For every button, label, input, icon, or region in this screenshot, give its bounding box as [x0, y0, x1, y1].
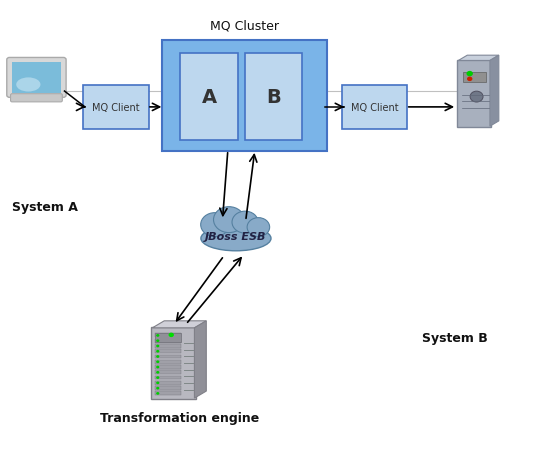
Text: A: A: [202, 88, 217, 107]
FancyBboxPatch shape: [155, 344, 181, 348]
FancyBboxPatch shape: [83, 86, 149, 129]
FancyBboxPatch shape: [155, 386, 181, 390]
FancyBboxPatch shape: [155, 392, 181, 395]
FancyBboxPatch shape: [463, 73, 486, 83]
FancyBboxPatch shape: [155, 339, 181, 343]
Circle shape: [467, 72, 473, 77]
FancyBboxPatch shape: [155, 376, 181, 379]
Circle shape: [156, 382, 159, 384]
Circle shape: [156, 361, 159, 364]
Circle shape: [156, 334, 159, 337]
FancyBboxPatch shape: [155, 360, 181, 364]
FancyBboxPatch shape: [155, 365, 181, 369]
Text: JBoss ESB: JBoss ESB: [205, 231, 267, 241]
FancyBboxPatch shape: [180, 54, 237, 141]
Circle shape: [156, 392, 159, 395]
FancyBboxPatch shape: [155, 381, 181, 385]
Circle shape: [156, 366, 159, 369]
FancyBboxPatch shape: [155, 355, 181, 359]
Circle shape: [232, 212, 258, 233]
Circle shape: [156, 355, 159, 358]
FancyBboxPatch shape: [155, 349, 181, 354]
Circle shape: [156, 339, 159, 342]
FancyBboxPatch shape: [155, 370, 181, 374]
Circle shape: [156, 371, 159, 374]
Polygon shape: [152, 321, 207, 328]
Polygon shape: [490, 56, 499, 127]
FancyBboxPatch shape: [10, 95, 62, 103]
Circle shape: [214, 207, 244, 233]
FancyBboxPatch shape: [151, 327, 196, 399]
Circle shape: [201, 213, 229, 237]
FancyBboxPatch shape: [12, 63, 61, 94]
Polygon shape: [459, 56, 499, 61]
Circle shape: [169, 333, 174, 338]
Text: MQ Client: MQ Client: [92, 103, 140, 113]
Circle shape: [156, 376, 159, 379]
FancyBboxPatch shape: [162, 41, 326, 152]
FancyBboxPatch shape: [245, 54, 302, 141]
Text: System A: System A: [12, 200, 78, 213]
Text: Transformation engine: Transformation engine: [100, 411, 259, 424]
FancyBboxPatch shape: [155, 334, 181, 338]
Text: B: B: [266, 88, 281, 107]
FancyBboxPatch shape: [342, 86, 408, 129]
Circle shape: [247, 218, 270, 237]
Ellipse shape: [201, 227, 271, 251]
Circle shape: [470, 92, 483, 103]
Circle shape: [156, 345, 159, 348]
Text: System B: System B: [422, 332, 488, 344]
FancyBboxPatch shape: [457, 61, 491, 128]
Circle shape: [156, 387, 159, 389]
Circle shape: [467, 77, 473, 82]
Circle shape: [156, 350, 159, 353]
Polygon shape: [195, 321, 207, 398]
Text: MQ Client: MQ Client: [351, 103, 398, 113]
FancyBboxPatch shape: [7, 58, 66, 98]
FancyBboxPatch shape: [154, 333, 182, 343]
Text: MQ Cluster: MQ Cluster: [210, 19, 279, 32]
Ellipse shape: [16, 78, 41, 92]
